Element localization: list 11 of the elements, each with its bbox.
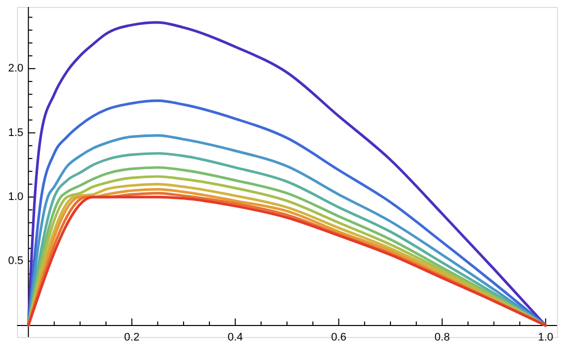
y-tick-label: 0.5 (8, 255, 24, 268)
line-series (27, 21, 547, 327)
y-tick-label: 1.0 (8, 191, 24, 204)
x-tick-label: 0.4 (228, 331, 243, 344)
x-tick-label: 0.2 (124, 331, 140, 344)
y-tick-label: 2.0 (8, 62, 24, 75)
x-tick-label: 0.8 (434, 331, 450, 344)
y-tick-label: 1.5 (8, 126, 24, 139)
x-tick-label: 1.0 (538, 331, 554, 344)
x-tick-label: 0.6 (331, 331, 346, 344)
line-series (27, 99, 547, 327)
